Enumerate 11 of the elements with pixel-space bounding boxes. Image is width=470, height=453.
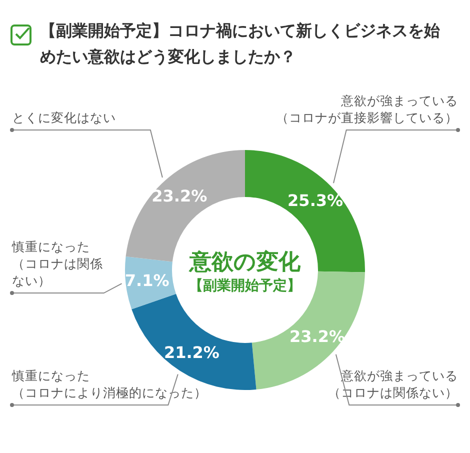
data-label: 23.2% bbox=[289, 326, 345, 346]
text: 【副業開始予定】 bbox=[189, 277, 301, 294]
data-label: 21.2% bbox=[164, 342, 220, 362]
slice-label: 意欲が強まっている（コロナが直接影響している） bbox=[276, 93, 458, 125]
data-label: 23.2% bbox=[152, 186, 208, 206]
slice-label: 慎重になった（コロナは関係ない） bbox=[11, 239, 103, 288]
data-label: 25.3% bbox=[288, 191, 344, 210]
slice-label: とくに変化はない bbox=[12, 110, 116, 125]
data-label: 7.1% bbox=[124, 270, 170, 290]
text: 意欲の変化 bbox=[188, 249, 302, 275]
chart-title: 【副業開始予定】コロナ禍において新しくビジネスを始めたい意欲はどう変化しましたか？ bbox=[40, 20, 441, 68]
